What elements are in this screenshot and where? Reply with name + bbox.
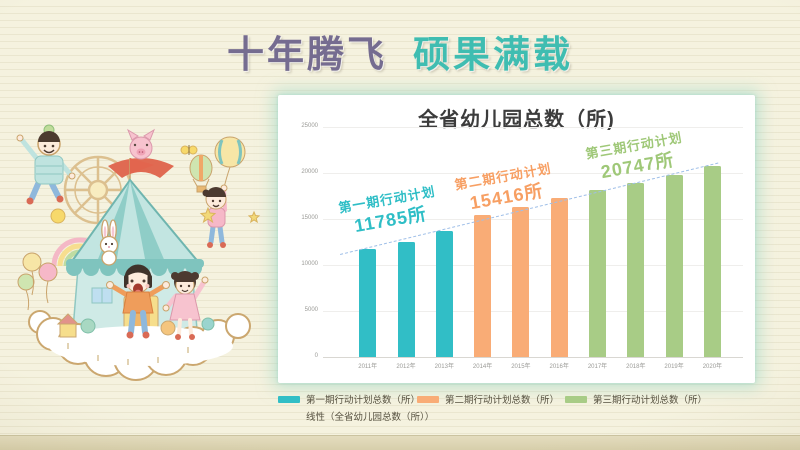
chart-title: 全省幼儿园总数（所) [418,109,615,131]
slide-title-part2: 硕果满载 [413,34,573,75]
legend-label-phase3: 第三期行动计划总数（所） [593,395,708,406]
legend-trendline-label: 线性（全省幼儿园总数（所）） [306,412,435,423]
x-tick-label: 2013年 [434,364,454,370]
bar-2015年 [512,207,530,357]
cheering-girl-icon [106,264,170,339]
bar-2013年 [435,230,453,357]
x-tick-label: 2020年 [702,364,723,370]
butterfly-icon [180,145,198,155]
tiny-village-icons [56,313,215,338]
x-tick-label: 2016年 [549,364,569,370]
legend-label-phase1: 第一期行动计划总数（所） [306,395,421,406]
gridline [323,357,743,358]
gridline [323,265,743,266]
y-tick-label: 25000 [301,123,318,129]
x-tick-label: 2011年 [358,364,378,370]
x-tick-label: 2014年 [472,364,493,370]
bar-2011年 [359,248,377,357]
balloon-girl-icon [202,136,246,248]
bar-2012年 [397,242,415,357]
hot-air-balloon-icon [189,154,213,193]
legend-item: 第三期行动计划总数（所） [565,392,707,406]
jumping-boy-icon [16,124,76,205]
bar-2014年 [474,215,492,357]
y-tick-label: 20000 [301,169,318,175]
x-tick-label: 2015年 [511,364,531,370]
sun-icon [50,208,66,224]
x-tick-label: 2012年 [396,364,416,370]
pink-dress-girl-icon [162,271,209,340]
gridline [323,311,743,312]
y-tick-label: 10000 [301,261,318,267]
rabbit-icon [99,219,119,266]
chart-legend: 第一期行动计划总数（所） 第二期行动计划总数（所） 第三期行动计划总数（所） 线… [278,392,755,428]
x-tick-label: 2018年 [626,364,646,370]
gridline [323,219,743,220]
plot-area: 0 5000 10000 15000 20000 25000 2011年 2012年 2013年… [278,95,755,383]
bar-2019年 [665,174,683,357]
legend-item: 第一期行动计划总数（所） [278,392,420,406]
balloons-icon [17,252,58,311]
y-tick-label: 0 [314,353,318,359]
star-icon [199,206,261,224]
x-tick-label: 2017年 [587,364,608,370]
legend-swatch-phase1 [278,395,300,403]
slide-title-part1: 十年腾飞 [227,34,387,75]
rain-dashes [67,343,189,365]
chart-card: 全省幼儿园总数（所) 0 5000 10000 15000 20000 25000 2011… [278,95,755,383]
bar-2018年 [627,182,645,357]
legend-label-phase2: 第二期行动计划总数（所） [445,395,560,406]
bar-2016年 [550,198,568,357]
gridline [323,173,743,174]
y-tick-label: 5000 [304,307,318,313]
x-tick-label: 2019年 [664,364,684,370]
bar-2020年 [703,166,721,357]
legend-swatch-phase3 [565,395,587,403]
y-tick-label: 15000 [301,215,318,221]
children-carnival-illustration [16,124,261,381]
bar-2017年 [589,190,606,357]
slide-bottom-border [0,435,800,450]
pig-icon [126,128,156,160]
slide-title: 十年腾飞 硕果满载 [0,24,800,78]
gridline [323,127,743,128]
legend-item: 第二期行动计划总数（所） [417,392,559,406]
legend-swatch-phase2 [417,395,439,403]
